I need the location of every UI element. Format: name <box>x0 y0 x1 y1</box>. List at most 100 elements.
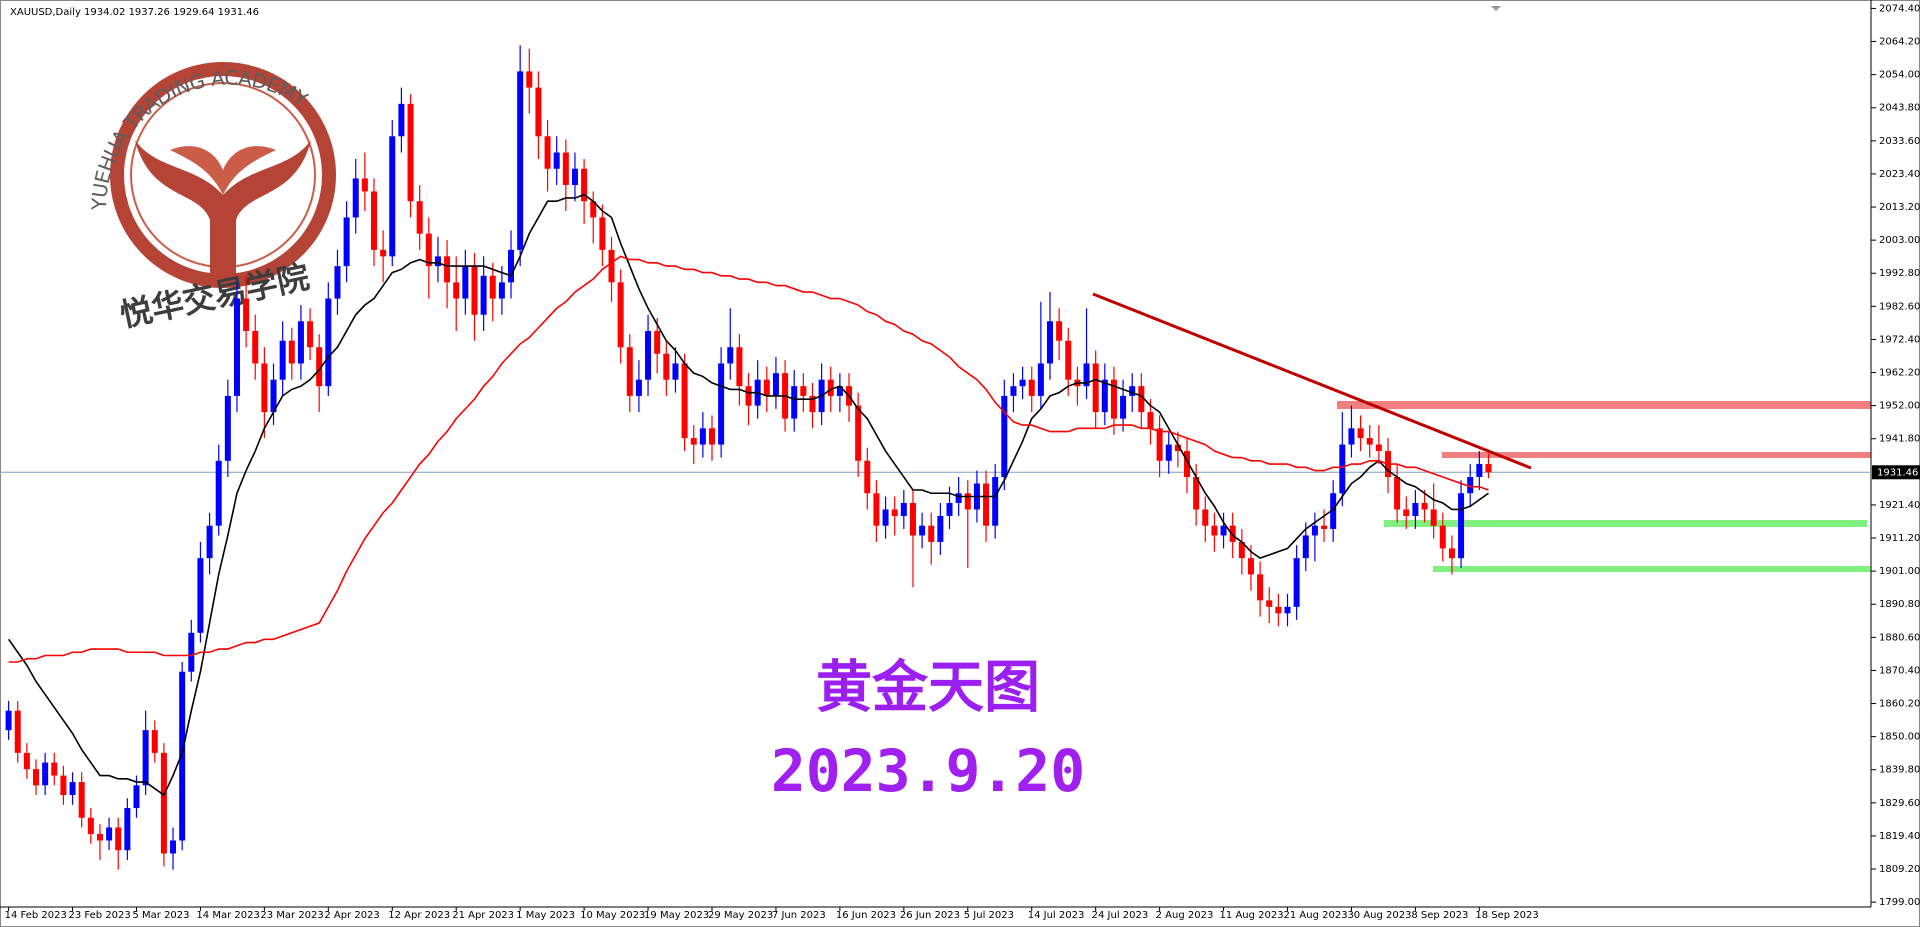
x-tick-label: 12 Apr 2023 <box>388 910 450 921</box>
x-tick-label: 14 Feb 2023 <box>5 910 67 921</box>
candle-body <box>1403 509 1410 516</box>
candle-body <box>882 509 889 526</box>
candle-body <box>398 103 405 137</box>
candle-body <box>562 152 569 185</box>
candle-body <box>1092 363 1099 413</box>
candle-body <box>434 256 441 267</box>
candle-body <box>690 438 697 445</box>
candle-body <box>1247 558 1254 575</box>
candle-body <box>599 217 606 250</box>
candle-body <box>809 395 816 413</box>
candle-body <box>389 136 396 257</box>
x-tick-label: 24 Jul 2023 <box>1092 910 1149 921</box>
y-tick-label: 1839.80 <box>1879 765 1920 776</box>
candle-body <box>1147 412 1154 429</box>
candle-body <box>60 775 67 796</box>
logo-mark <box>135 140 311 280</box>
y-tick-label: 1890.80 <box>1879 599 1920 610</box>
candle-body <box>1037 363 1044 396</box>
candle-body <box>992 477 999 526</box>
candle-body <box>498 282 505 299</box>
candle-body <box>197 558 204 633</box>
candle-body <box>1193 477 1200 510</box>
candle-body <box>1275 606 1282 614</box>
candle-body <box>946 502 953 516</box>
x-tick-label: 21 Apr 2023 <box>452 910 514 921</box>
candle-body <box>553 152 560 169</box>
support-zone <box>1433 566 1871 572</box>
candle-body <box>160 752 167 854</box>
candle-body <box>142 730 149 786</box>
candle-body <box>672 363 679 380</box>
moving-average <box>8 255 1489 663</box>
candle-body <box>87 817 94 834</box>
x-tick-label: 29 May 2023 <box>708 910 773 921</box>
y-tick-label: 1911.20 <box>1879 533 1920 544</box>
candle-body <box>188 632 195 672</box>
candle-body <box>772 373 779 396</box>
candle-body <box>133 785 140 809</box>
candle-body <box>1138 386 1145 413</box>
candle-body <box>836 386 843 396</box>
candle-body <box>736 347 743 387</box>
candle-body <box>5 710 12 731</box>
y-tick-label: 1850.00 <box>1879 732 1920 743</box>
candle-body <box>1430 509 1437 526</box>
x-tick-label: 11 Aug 2023 <box>1220 910 1284 921</box>
candle-body <box>1330 493 1337 529</box>
resistance-zone <box>1337 401 1871 409</box>
candle-body <box>937 515 944 542</box>
x-tick-label: 5 Mar 2023 <box>132 910 189 921</box>
header: XAUUSD,Daily 1934.02 1937.26 1929.64 193… <box>10 7 259 18</box>
y-tick-label: 2013.20 <box>1879 202 1920 213</box>
y-tick-label: 1799.00 <box>1879 897 1920 908</box>
candle-body <box>645 330 652 380</box>
candle-body <box>1421 502 1428 510</box>
candle-body <box>78 782 85 818</box>
candle-body <box>909 502 916 536</box>
candle-body <box>380 249 387 257</box>
candle-body <box>1257 574 1264 601</box>
candle-body <box>334 266 341 299</box>
candle-body <box>1229 525 1236 542</box>
y-tick-label: 2054.00 <box>1879 70 1920 81</box>
candle-body <box>891 509 898 516</box>
candle-body <box>1339 444 1346 494</box>
candle-body <box>626 347 633 396</box>
candle-body <box>1156 428 1163 461</box>
candle-body <box>1238 541 1245 559</box>
candle-body <box>544 136 551 169</box>
candle-body <box>873 493 880 526</box>
candle-body <box>791 386 798 419</box>
x-tick-label: 2 Apr 2023 <box>324 910 379 921</box>
candle-body <box>233 298 240 396</box>
candle-body <box>51 762 58 776</box>
candle-body <box>279 340 286 380</box>
x-tick-label: 26 Jun 2023 <box>900 910 960 921</box>
candle-body <box>535 87 542 137</box>
candle-body <box>316 347 323 387</box>
candle-body <box>261 363 268 413</box>
candle-body <box>151 730 158 753</box>
logo-ring <box>110 62 336 288</box>
y-tick-label: 1860.20 <box>1879 699 1920 710</box>
candle-body <box>1266 600 1273 607</box>
resistance-zone <box>1442 452 1871 458</box>
y-tick-label: 2023.40 <box>1879 169 1920 180</box>
candle-body <box>1120 395 1127 419</box>
candle-body <box>42 762 49 786</box>
y-tick-label: 1941.80 <box>1879 434 1920 445</box>
candle-body <box>800 386 807 396</box>
candle-body <box>608 249 615 283</box>
y-tick-label: 1952.00 <box>1879 401 1920 412</box>
candle-body <box>1321 525 1328 529</box>
candle-body <box>1412 502 1419 516</box>
candle-body <box>1284 606 1291 614</box>
candle-body <box>480 275 487 315</box>
candle-body <box>471 266 478 315</box>
x-tick-label: 5 Jul 2023 <box>964 910 1014 921</box>
y-tick-label: 2003.00 <box>1879 235 1920 246</box>
x-tick-label: 18 Sep 2023 <box>1475 910 1538 921</box>
candle-body <box>1001 395 1008 478</box>
